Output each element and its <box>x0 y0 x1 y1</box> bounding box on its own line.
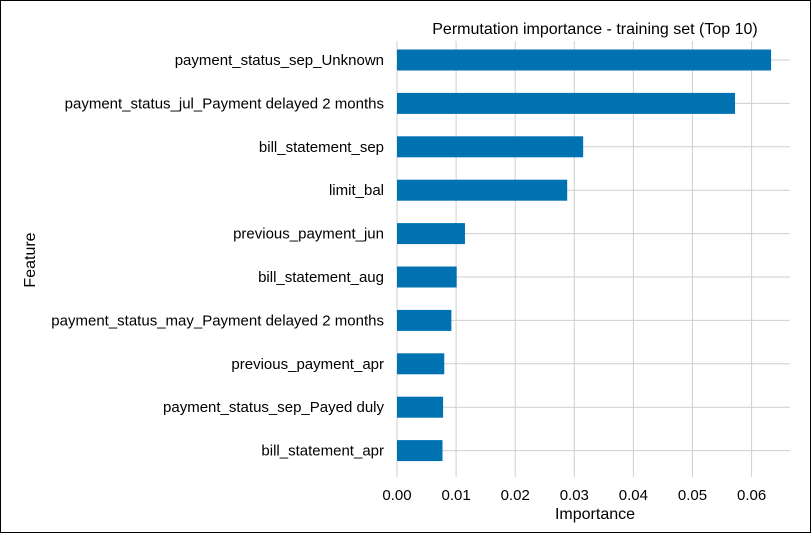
x-tick-label: 0.03 <box>560 487 589 504</box>
x-tick-label: 0.01 <box>441 487 470 504</box>
y-tick-label: payment_status_may_Payment delayed 2 mon… <box>51 312 384 329</box>
y-tick-label: payment_status_jul_Payment delayed 2 mon… <box>65 95 384 112</box>
y-tick-label: bill_statement_sep <box>259 139 384 156</box>
bar <box>397 440 443 462</box>
y-tick-label: limit_bal <box>329 182 384 199</box>
x-tick-label: 0.04 <box>619 487 648 504</box>
bar <box>397 92 736 114</box>
bar <box>397 309 452 331</box>
bars <box>397 49 772 462</box>
y-tick-label: payment_status_sep_Payed duly <box>163 399 384 416</box>
y-axis-label: Feature <box>22 232 39 287</box>
x-tick-label: 0.05 <box>678 487 707 504</box>
y-tick-label: bill_statement_apr <box>261 443 384 460</box>
y-tick-label: payment_status_sep_Unknown <box>175 52 384 69</box>
bar <box>397 136 584 158</box>
x-axis-label: Importance <box>555 506 635 523</box>
bar <box>397 266 457 288</box>
bar <box>397 179 568 201</box>
tick-labels: 0.00 0.01 0.02 0.03 0.04 0.05 0.06 payment_stat… <box>51 52 766 504</box>
bar <box>397 353 445 375</box>
x-tick-label: 0.06 <box>737 487 766 504</box>
bar <box>397 223 465 245</box>
y-tick-label: previous_payment_jun <box>233 226 384 243</box>
x-tick-label: 0.02 <box>501 487 530 504</box>
y-tick-label: previous_payment_apr <box>231 356 384 373</box>
y-tick-label: bill_statement_aug <box>258 269 384 286</box>
bar <box>397 396 444 418</box>
x-tick-label: 0.00 <box>382 487 411 504</box>
chart-title: Permutation importance - training set (T… <box>432 21 757 38</box>
bar <box>397 49 772 71</box>
